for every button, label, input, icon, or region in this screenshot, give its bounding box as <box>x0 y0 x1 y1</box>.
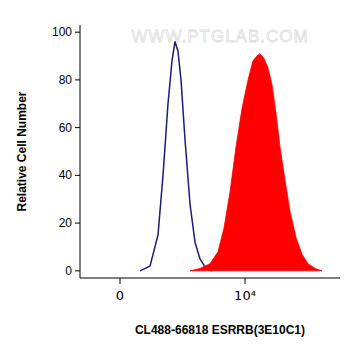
y-tick <box>75 175 80 176</box>
y-tick-label: 0 <box>65 264 72 278</box>
y-tick <box>75 223 80 224</box>
y-axis-label: Relative Cell Number <box>15 91 29 211</box>
x-axis-label: CL488-66818 ESRRB(3E10C1) <box>135 323 305 337</box>
y-tick-label: 20 <box>59 216 73 230</box>
histogram-line <box>140 42 212 271</box>
x-tick-label: 0 <box>116 288 124 303</box>
x-axis <box>80 278 340 279</box>
y-tick <box>75 32 80 33</box>
x-tick <box>120 278 121 284</box>
x-tick <box>245 278 246 284</box>
y-tick <box>75 270 80 271</box>
y-tick-label: 40 <box>59 168 73 182</box>
histogram-area <box>190 54 322 271</box>
y-axis <box>80 25 81 278</box>
y-tick-label: 80 <box>59 73 73 87</box>
y-tick <box>75 79 80 80</box>
y-tick <box>75 127 80 128</box>
watermark: WWW.PTGLAB.COM <box>131 27 308 46</box>
chart: WWW.PTGLAB.COM 0 20 40 60 80 100 0 10⁴ CL488-6681… <box>0 0 361 356</box>
y-tick-label: 60 <box>59 121 73 135</box>
x-tick-label: 10⁴ <box>234 288 256 303</box>
y-tick-label: 100 <box>52 25 72 39</box>
plot-data <box>140 42 322 271</box>
